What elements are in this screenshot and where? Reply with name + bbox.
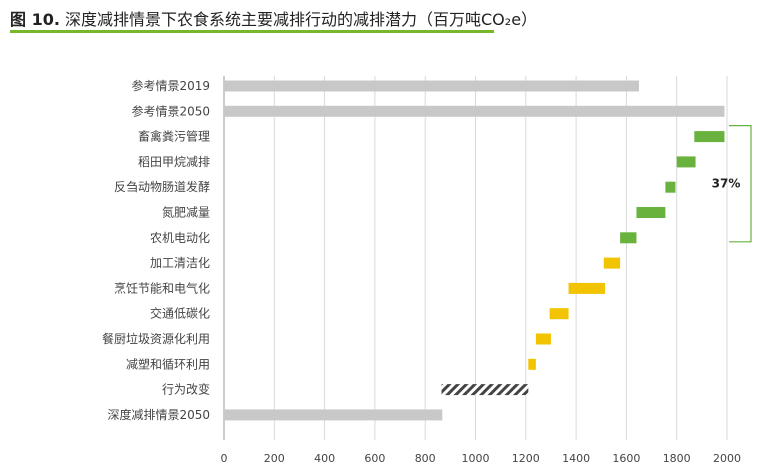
x-tick-label: 600 [364, 452, 385, 465]
category-label: 稻田甲烷减排 [138, 155, 210, 169]
category-label: 参考情景2050 [131, 103, 210, 118]
x-tick-label: 1000 [462, 452, 490, 465]
x-tick-label: 2000 [713, 452, 741, 465]
category-label: 氮肥减量 [162, 205, 210, 220]
bar [568, 282, 606, 294]
x-tick-label: 1400 [562, 452, 590, 465]
bar [620, 232, 637, 244]
category-label: 参考情景2019 [131, 78, 210, 93]
figure-number: 图 10. [10, 10, 60, 29]
chart-title: 图 10. 深度减排情景下农食系统主要减排行动的减排潜力（百万吨CO₂e） [10, 6, 537, 30]
category-label: 反刍动物肠道发酵 [114, 179, 210, 194]
bar [636, 207, 666, 218]
category-label: 畜禽粪污管理 [138, 129, 210, 144]
category-label: 餐厨垃圾资源化利用 [102, 331, 210, 346]
figure-title: 深度减排情景下农食系统主要减排行动的减排潜力（百万吨CO₂e） [59, 10, 538, 29]
bar [676, 156, 696, 168]
x-tick-label: 1800 [663, 452, 691, 465]
title-underline [10, 30, 494, 33]
category-label: 交通低碳化 [150, 306, 210, 321]
category-label: 减塑和循环利用 [126, 356, 210, 371]
share-annotation: 37% [712, 177, 741, 191]
x-tick-label: 1200 [512, 452, 540, 465]
x-tick-label: 400 [314, 452, 335, 465]
x-tick-label: 1600 [612, 452, 640, 465]
bar [549, 308, 569, 320]
x-tick-label: 0 [221, 452, 228, 465]
bar [535, 333, 551, 345]
x-tick-label: 200 [264, 452, 285, 465]
bar [528, 358, 536, 370]
bar [224, 80, 639, 92]
bar [224, 105, 725, 117]
category-label: 行为改变 [162, 382, 210, 397]
category-label: 加工清洁化 [150, 256, 210, 270]
bar [665, 181, 676, 193]
bracket [729, 125, 752, 243]
bar [694, 131, 725, 143]
category-label: 深度减排情景2050 [107, 407, 210, 422]
bar [603, 257, 621, 269]
bar [224, 409, 443, 421]
category-label: 烹饪节能和电气化 [114, 280, 210, 295]
bar [441, 384, 529, 396]
x-tick-label: 800 [415, 452, 436, 465]
category-label: 农机电动化 [150, 231, 210, 245]
